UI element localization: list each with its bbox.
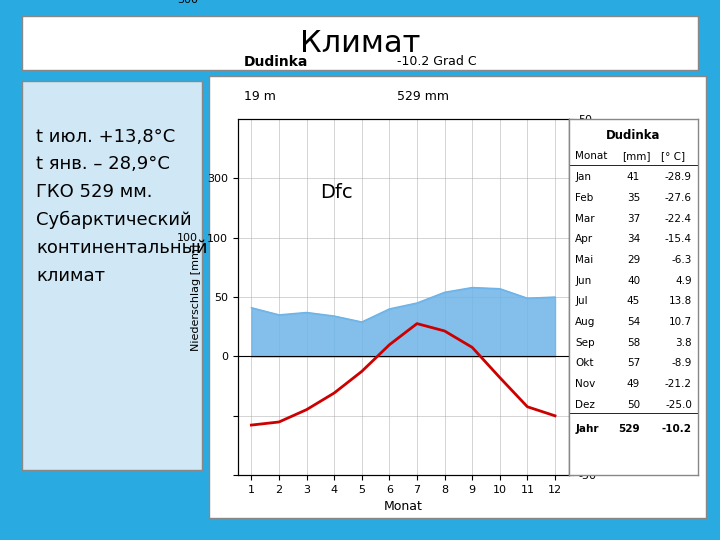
Text: 35: 35	[627, 193, 640, 203]
Text: -10.2 Grad C: -10.2 Grad C	[397, 55, 476, 68]
Text: 54: 54	[627, 317, 640, 327]
Text: 13.8: 13.8	[669, 296, 692, 306]
Text: 19 m: 19 m	[244, 90, 276, 103]
Text: Monat: Monat	[575, 151, 608, 161]
Text: -27.6: -27.6	[665, 193, 692, 203]
Text: Aug: Aug	[575, 317, 595, 327]
Text: 34: 34	[627, 234, 640, 244]
Text: 10.7: 10.7	[669, 317, 692, 327]
Text: 57: 57	[627, 359, 640, 368]
Text: 40: 40	[627, 275, 640, 286]
Text: Sep: Sep	[575, 338, 595, 348]
Text: Jan: Jan	[575, 172, 591, 183]
Y-axis label: Niederschlag [mm]: Niederschlag [mm]	[192, 244, 202, 350]
Text: Okt: Okt	[575, 359, 594, 368]
Text: -22.4: -22.4	[665, 214, 692, 224]
Text: -25.0: -25.0	[665, 400, 692, 410]
Text: 300: 300	[177, 0, 198, 5]
X-axis label: Monat: Monat	[384, 501, 423, 514]
Text: Климат: Климат	[300, 29, 420, 58]
Text: 100: 100	[177, 233, 198, 242]
Text: 49: 49	[627, 379, 640, 389]
Text: 50: 50	[627, 400, 640, 410]
Text: -28.9: -28.9	[665, 172, 692, 183]
Text: Mai: Mai	[575, 255, 593, 265]
Text: 529 mm: 529 mm	[397, 90, 449, 103]
Text: t июл. +13,8°С
t янв. – 28,9°С
ГКО 529 мм.
Субарктический
континентальный
климат: t июл. +13,8°С t янв. – 28,9°С ГКО 529 м…	[36, 127, 207, 285]
Text: 45: 45	[627, 296, 640, 306]
Text: -15.4: -15.4	[665, 234, 692, 244]
Text: Mar: Mar	[575, 214, 595, 224]
Text: 4.9: 4.9	[675, 275, 692, 286]
Text: Jul: Jul	[575, 296, 588, 306]
Text: 3.8: 3.8	[675, 338, 692, 348]
Y-axis label: Temperatur [Grad C]: Temperatur [Grad C]	[603, 240, 613, 354]
Text: 41: 41	[627, 172, 640, 183]
Text: 29: 29	[627, 255, 640, 265]
Text: Dudinka: Dudinka	[606, 130, 661, 143]
Text: Dudinka: Dudinka	[244, 55, 309, 69]
Text: -8.9: -8.9	[672, 359, 692, 368]
Text: Dfc: Dfc	[320, 183, 353, 202]
Text: Jun: Jun	[575, 275, 592, 286]
Text: [° C]: [° C]	[661, 151, 685, 161]
Text: Jahr: Jahr	[575, 424, 599, 434]
Text: -6.3: -6.3	[672, 255, 692, 265]
Text: 529: 529	[618, 424, 640, 434]
Text: Feb: Feb	[575, 193, 593, 203]
Text: -10.2: -10.2	[662, 424, 692, 434]
Text: -21.2: -21.2	[665, 379, 692, 389]
Text: [mm]: [mm]	[622, 151, 650, 161]
Text: Apr: Apr	[575, 234, 593, 244]
Text: Nov: Nov	[575, 379, 595, 389]
Text: 58: 58	[627, 338, 640, 348]
Text: Dez: Dez	[575, 400, 595, 410]
Text: 37: 37	[627, 214, 640, 224]
